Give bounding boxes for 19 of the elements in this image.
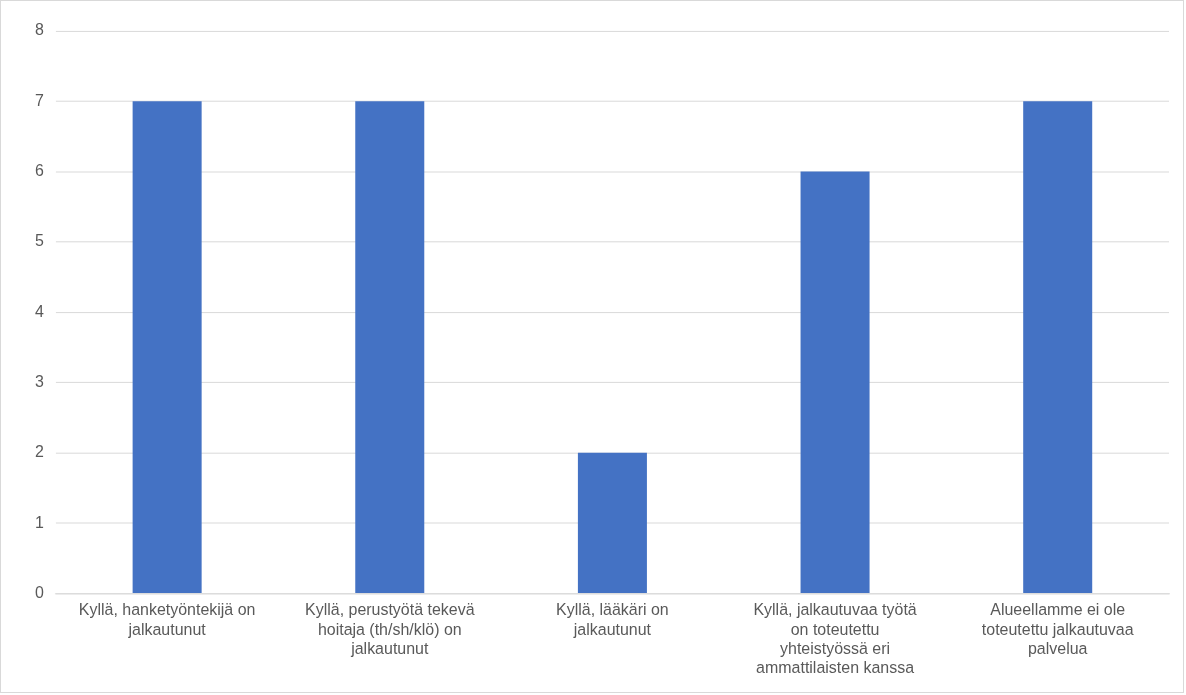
bar <box>355 101 425 593</box>
bar <box>132 101 202 593</box>
y-tick-label: 3 <box>34 372 44 390</box>
y-tick-label: 4 <box>34 302 44 320</box>
x-tick-label: Alueellamme ei ole toteutettu jalkautuvaa palvelua <box>981 601 1134 657</box>
x-tick-label: Kyllä, hanketyöntekijä on jalkautunut <box>78 601 256 638</box>
y-tick-label: 6 <box>34 161 44 179</box>
y-tick-label: 7 <box>34 91 44 109</box>
y-tick-label: 2 <box>34 443 44 461</box>
y-tick-label: 5 <box>34 232 44 250</box>
x-tick-label: Kyllä, perustyötä tekevä hoitaja (th/sh/klö) on jalkautunut <box>305 601 475 657</box>
x-tick-label: Kyllä, lääkäri on jalkautunut <box>556 601 669 638</box>
y-tick-label: 1 <box>34 513 44 531</box>
bar <box>1023 101 1093 593</box>
bar <box>577 452 647 593</box>
bar <box>800 171 870 593</box>
y-tick-label: 8 <box>34 21 44 39</box>
x-tick-label: Kyllä, jalkautuvaa työtä on toteutettu yhteistyössä eri ammattilaisten kanssa <box>753 601 917 676</box>
y-tick-label: 0 <box>34 583 44 601</box>
